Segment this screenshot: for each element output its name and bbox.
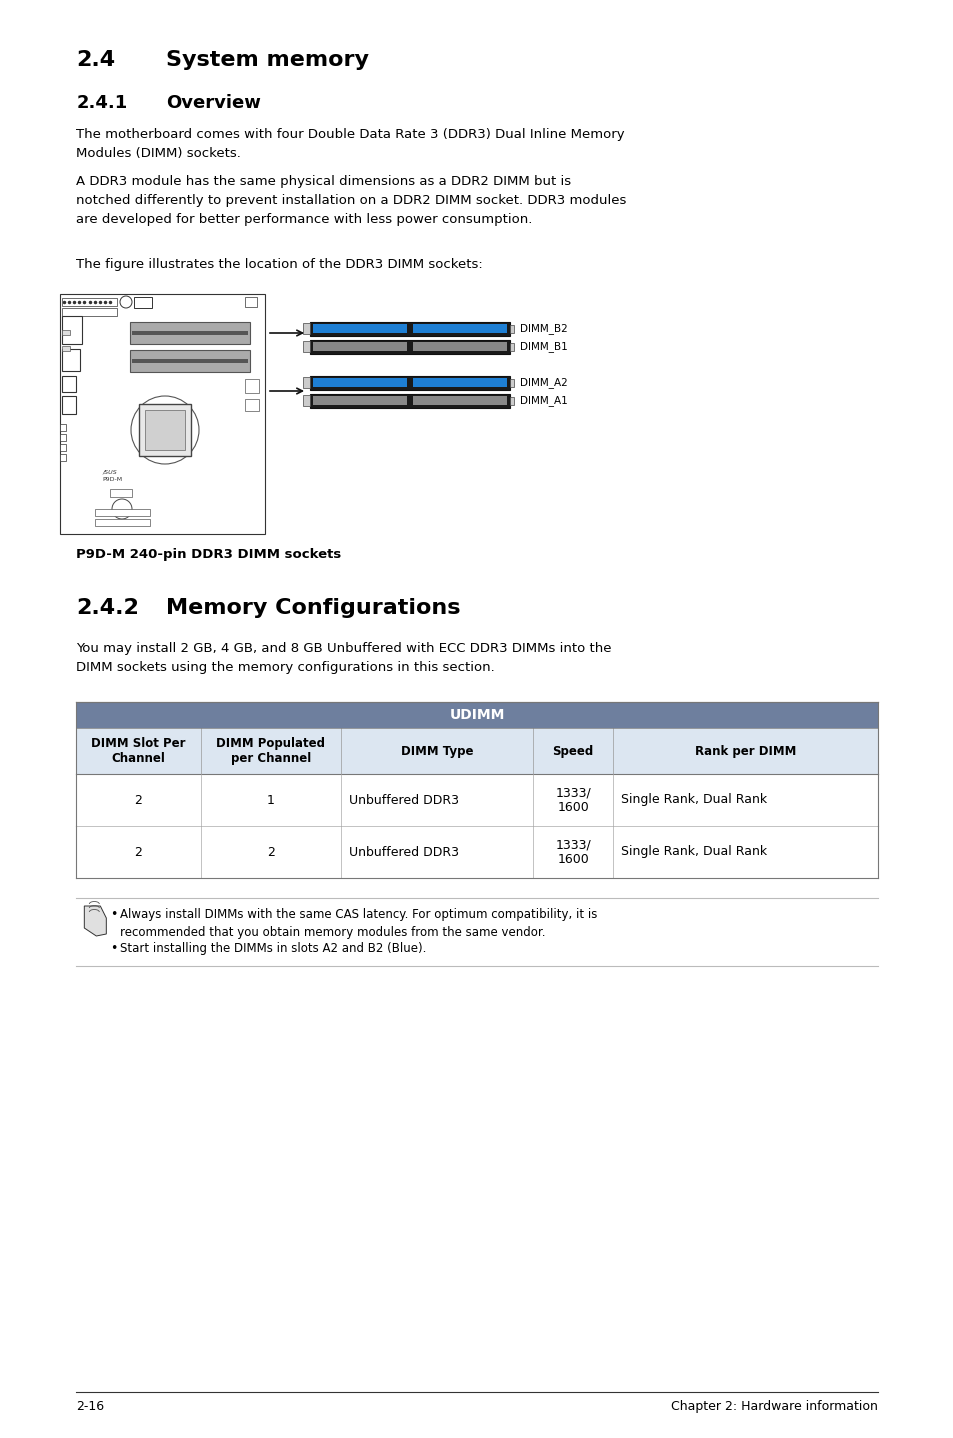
Text: P9D-M 240-pin DDR3 DIMM sockets: P9D-M 240-pin DDR3 DIMM sockets [76,548,341,561]
Polygon shape [84,906,106,936]
Text: DIMM_B1: DIMM_B1 [519,341,567,352]
Text: The motherboard comes with four Double Data Rate 3 (DDR3) Dual Inline Memory
Mod: The motherboard comes with four Double D… [76,128,624,160]
Bar [407,342,413,351]
Text: 1333/
1600: 1333/ 1600 [555,787,591,814]
Bar [76,728,877,774]
Bar [62,298,117,306]
Bar [132,331,248,335]
Text: •: • [111,907,117,920]
Bar [310,339,510,354]
Text: 2.4.2: 2.4.2 [76,598,139,618]
Bar [245,398,258,411]
Bar [245,380,258,393]
Text: DIMM Type: DIMM Type [400,745,473,758]
Text: You may install 2 GB, 4 GB, and 8 GB Unbuffered with ECC DDR3 DIMMs into the
DIM: You may install 2 GB, 4 GB, and 8 GB Unb… [76,641,611,674]
Bar [303,341,310,352]
Text: •: • [111,942,117,955]
Text: A DDR3 module has the same physical dimensions as a DDR2 DIMM but is
notched dif: A DDR3 module has the same physical dime… [76,175,626,226]
Text: Unbuffered DDR3: Unbuffered DDR3 [349,794,458,807]
Bar [60,444,66,452]
Text: Overview: Overview [166,93,261,112]
Bar [95,519,150,526]
Bar [510,397,514,406]
Bar [62,316,82,344]
Text: DIMM_A2: DIMM_A2 [519,377,567,388]
Bar [60,434,66,441]
Bar [139,404,191,456]
Bar [510,380,514,387]
Text: Memory Configurations: Memory Configurations [166,598,460,618]
Bar [303,324,310,334]
Bar [313,324,506,334]
Bar [313,395,506,406]
Text: DIMM_A1: DIMM_A1 [519,395,567,406]
Bar [62,329,70,335]
Text: Single Rank, Dual Rank: Single Rank, Dual Rank [620,846,766,858]
Bar [310,394,510,408]
Text: DIMM_B2: DIMM_B2 [519,324,567,334]
Bar [76,702,877,728]
Text: 2: 2 [134,846,142,858]
Text: DIMM Populated
per Channel: DIMM Populated per Channel [216,738,325,765]
Bar [133,298,152,308]
Bar [310,375,510,390]
Bar [62,349,80,371]
Bar [510,325,514,334]
Bar [407,378,413,387]
Text: UDIMM: UDIMM [449,707,504,722]
Text: 2.4.1: 2.4.1 [76,93,128,112]
Text: Unbuffered DDR3: Unbuffered DDR3 [349,846,458,858]
Text: Start installing the DIMMs in slots A2 and B2 (Blue).: Start installing the DIMMs in slots A2 a… [120,942,426,955]
Text: 2: 2 [267,846,274,858]
Bar [76,774,877,825]
Text: Speed: Speed [552,745,593,758]
Bar [130,349,250,372]
Bar [132,360,248,362]
Bar [303,377,310,388]
Bar [60,293,265,533]
Text: 1333/
1600: 1333/ 1600 [555,838,591,866]
Bar [145,410,185,450]
Text: 2-16: 2-16 [76,1401,104,1414]
Text: 2: 2 [134,794,142,807]
Text: DIMM Slot Per
Channel: DIMM Slot Per Channel [91,738,186,765]
Text: P9D-M: P9D-M [102,477,122,482]
Bar [62,308,117,316]
Bar [510,344,514,351]
Bar [60,454,66,462]
Text: System memory: System memory [166,50,369,70]
Bar [407,395,413,406]
Text: Always install DIMMs with the same CAS latency. For optimum compatibility, it is: Always install DIMMs with the same CAS l… [120,907,598,939]
Text: /SUS: /SUS [102,469,116,475]
Bar [95,509,150,516]
Text: 2.4: 2.4 [76,50,115,70]
Bar [310,322,510,336]
Text: Single Rank, Dual Rank: Single Rank, Dual Rank [620,794,766,807]
Bar [245,298,256,306]
Bar [60,424,66,431]
Bar [110,489,132,498]
Bar [407,324,413,334]
Bar [62,395,76,414]
Bar [130,322,250,344]
Bar [313,378,506,387]
Text: The figure illustrates the location of the DDR3 DIMM sockets:: The figure illustrates the location of t… [76,257,482,270]
Bar [303,395,310,406]
Bar [62,375,76,393]
Text: Rank per DIMM: Rank per DIMM [694,745,796,758]
Bar [62,347,70,351]
Bar [313,342,506,351]
Text: 1: 1 [267,794,274,807]
Text: Chapter 2: Hardware information: Chapter 2: Hardware information [670,1401,877,1414]
Bar [76,825,877,879]
